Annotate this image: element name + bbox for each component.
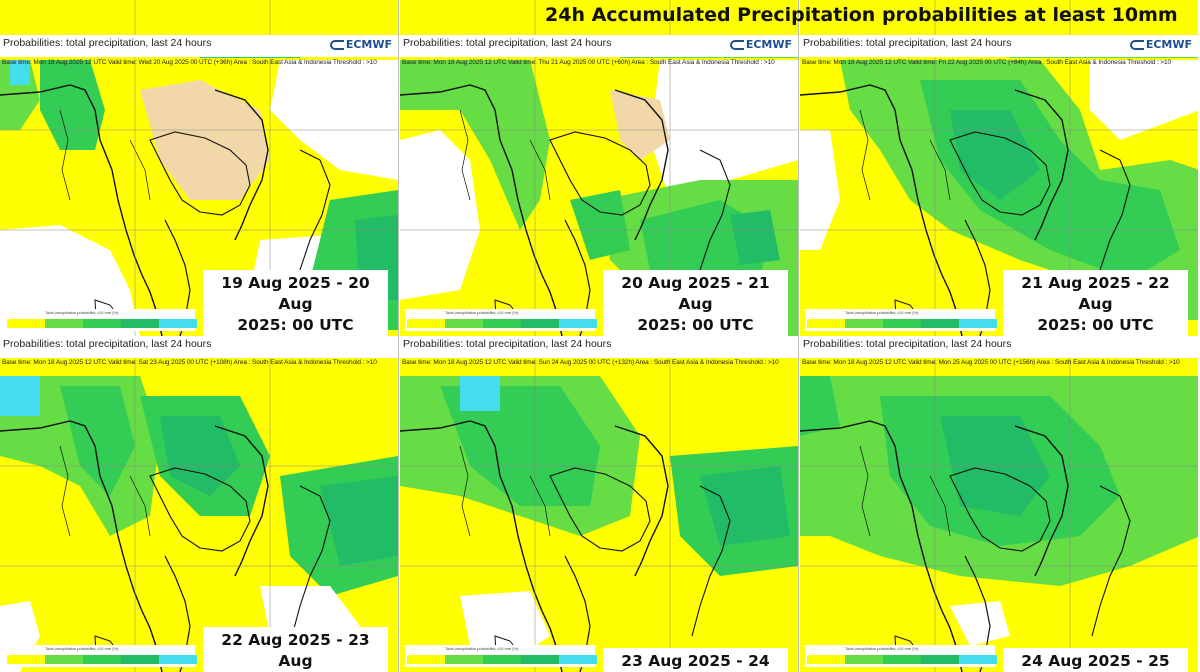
probabilities-label: Probabilities: total precipitation, last… bbox=[403, 338, 612, 350]
forecast-panel-3: Probabilities: total precipitation, last… bbox=[800, 0, 1198, 336]
colorbar-legend: Total precipitation probability >10 mm (… bbox=[405, 309, 597, 331]
forecast-panel-4: Probabilities: total precipitation, last… bbox=[0, 336, 399, 672]
forecast-panel-6: Probabilities: total precipitation, last… bbox=[800, 336, 1198, 672]
date-range-label: 21 Aug 2025 - 22 Aug 2025: 00 UTC bbox=[1003, 270, 1188, 336]
panel-header-6: Probabilities: total precipitation, last… bbox=[800, 336, 1198, 358]
colorbar-legend: Total precipitation probability >10 mm (… bbox=[805, 645, 997, 667]
probabilities-label: Probabilities: total precipitation, last… bbox=[803, 338, 1012, 350]
date-range-label: 19 Aug 2025 - 20 Aug 2025: 00 UTC bbox=[203, 270, 388, 336]
panel-header-5: Probabilities: total precipitation, last… bbox=[400, 336, 798, 358]
date-range-label: 20 Aug 2025 - 21 Aug 2025: 00 UTC bbox=[603, 270, 788, 336]
colorbar-legend: Total precipitation probability >10 mm (… bbox=[5, 309, 197, 331]
ecmwf-icon bbox=[729, 39, 744, 50]
main-title: 24h Accumulated Precipitation probabilit… bbox=[545, 4, 1178, 26]
forecast-panel-5: Probabilities: total precipitation, last… bbox=[400, 336, 799, 672]
precip-map-6 bbox=[800, 336, 1198, 672]
base-time-line: Base time: Mon 18 Aug 2025 12 UTC Valid … bbox=[2, 59, 377, 66]
base-time-line: Base time: Mon 18 Aug 2025 12 UTC Valid … bbox=[402, 359, 779, 366]
forecast-panel-1: Probabilities: total precipitation, last… bbox=[0, 0, 399, 336]
ecmwf-logo: ECMWF bbox=[327, 37, 394, 52]
date-range-label: 22 Aug 2025 - 23 Aug bbox=[203, 627, 388, 672]
probabilities-label: Probabilities: total precipitation, last… bbox=[3, 338, 212, 350]
date-range-label: 24 Aug 2025 - 25 bbox=[1003, 648, 1188, 672]
precip-map-5 bbox=[400, 336, 798, 672]
ecmwf-logo: ECMWF bbox=[1127, 37, 1194, 52]
panel-header-2: Probabilities: total precipitation, last… bbox=[400, 35, 798, 57]
colorbar-legend: Total precipitation probability >10 mm (… bbox=[805, 309, 997, 331]
base-time-line: Base time: Mon 18 Aug 2025 12 UTC Valid … bbox=[2, 359, 377, 366]
colorbar-legend: Total precipitation probability >10 mm (… bbox=[405, 645, 597, 667]
probabilities-label: Probabilities: total precipitation, last… bbox=[3, 37, 212, 49]
date-range-label: 23 Aug 2025 - 24 bbox=[603, 648, 788, 672]
panel-header-3: Probabilities: total precipitation, last… bbox=[800, 35, 1198, 57]
panel-header-4: Probabilities: total precipitation, last… bbox=[0, 336, 398, 358]
colorbar-legend: Total precipitation probability >10 mm (… bbox=[5, 645, 197, 667]
panel-header-1: Probabilities: total precipitation, last… bbox=[0, 35, 398, 57]
forecast-panel-2: Probabilities: total precipitation, last… bbox=[400, 0, 799, 336]
ecmwf-icon bbox=[1129, 39, 1144, 50]
probabilities-label: Probabilities: total precipitation, last… bbox=[403, 37, 612, 49]
base-time-line: Base time: Mon 18 Aug 2025 12 UTC Valid … bbox=[802, 59, 1172, 66]
base-time-line: Base time: Mon 18 Aug 2025 12 UTC Valid … bbox=[802, 359, 1180, 366]
ecmwf-icon bbox=[329, 39, 344, 50]
precip-map-4 bbox=[0, 336, 398, 672]
base-time-line: Base time: Mon 18 Aug 2025 12 UTC Valid … bbox=[402, 59, 775, 66]
ecmwf-logo: ECMWF bbox=[727, 37, 794, 52]
probabilities-label: Probabilities: total precipitation, last… bbox=[803, 37, 1012, 49]
